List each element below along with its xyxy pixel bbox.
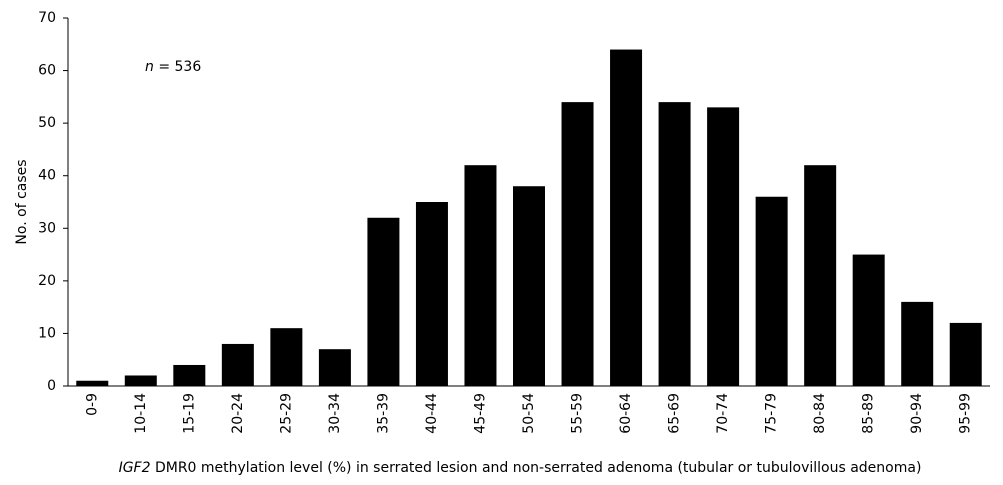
x-tick-label: 90-94 bbox=[909, 393, 925, 434]
y-tick-label: 50 bbox=[38, 115, 56, 131]
annotation-italic: n bbox=[145, 59, 154, 75]
x-tick-label: 70-74 bbox=[715, 393, 731, 434]
bar bbox=[76, 380, 109, 386]
x-tick-label: 40-44 bbox=[424, 393, 440, 434]
bar bbox=[124, 375, 157, 386]
bar bbox=[610, 49, 643, 387]
x-tick-label: 20-24 bbox=[230, 393, 246, 434]
bar bbox=[804, 165, 837, 386]
bar bbox=[755, 196, 788, 386]
y-tick-label: 20 bbox=[38, 273, 56, 289]
x-tick-label: 35-39 bbox=[375, 393, 391, 434]
bar bbox=[561, 102, 594, 386]
bar bbox=[901, 301, 934, 386]
x-axis-label-rest: DMR0 methylation level (%) in serrated l… bbox=[151, 460, 922, 476]
x-tick-label: 0-9 bbox=[84, 393, 100, 416]
x-tick-label: 25-29 bbox=[278, 393, 294, 434]
x-tick-label: 30-34 bbox=[327, 393, 343, 434]
x-tick-label: 75-79 bbox=[764, 393, 780, 434]
x-tick-label: 85-89 bbox=[861, 393, 877, 434]
bar bbox=[415, 202, 448, 386]
bar bbox=[852, 254, 885, 386]
x-axis-label-italic: IGF2 bbox=[119, 460, 151, 476]
y-tick-label: 70 bbox=[38, 10, 56, 26]
y-tick-label: 30 bbox=[38, 220, 56, 236]
x-tick-label: 15-19 bbox=[181, 393, 197, 434]
bar bbox=[367, 217, 400, 386]
bar bbox=[464, 165, 497, 386]
y-tick-label: 10 bbox=[38, 325, 56, 341]
y-tick-label: 40 bbox=[38, 168, 56, 184]
bar bbox=[949, 322, 982, 386]
y-axis-label: No. of cases bbox=[14, 159, 30, 244]
x-tick-label: 50-54 bbox=[521, 393, 537, 434]
y-tick-label: 0 bbox=[47, 378, 56, 394]
x-tick-label: 45-49 bbox=[472, 393, 488, 434]
bar bbox=[707, 107, 740, 386]
y-tick-label: 60 bbox=[38, 63, 56, 79]
bar bbox=[318, 349, 351, 386]
x-tick-label: 95-99 bbox=[958, 393, 974, 434]
annotation-rest: = 536 bbox=[154, 59, 201, 75]
bar bbox=[270, 328, 303, 386]
x-tick-label: 65-69 bbox=[667, 393, 683, 434]
annotation: n = 536 bbox=[145, 59, 201, 75]
x-tick-label: 60-64 bbox=[618, 393, 634, 434]
x-tick-label: 55-59 bbox=[570, 393, 586, 434]
bar bbox=[658, 102, 691, 386]
bar bbox=[173, 364, 206, 386]
x-tick-label: 10-14 bbox=[133, 393, 149, 434]
x-axis-label: IGF2 DMR0 methylation level (%) in serra… bbox=[119, 460, 922, 476]
x-tick-label: 80-84 bbox=[812, 393, 828, 434]
bar bbox=[221, 343, 254, 386]
bar bbox=[513, 186, 545, 386]
